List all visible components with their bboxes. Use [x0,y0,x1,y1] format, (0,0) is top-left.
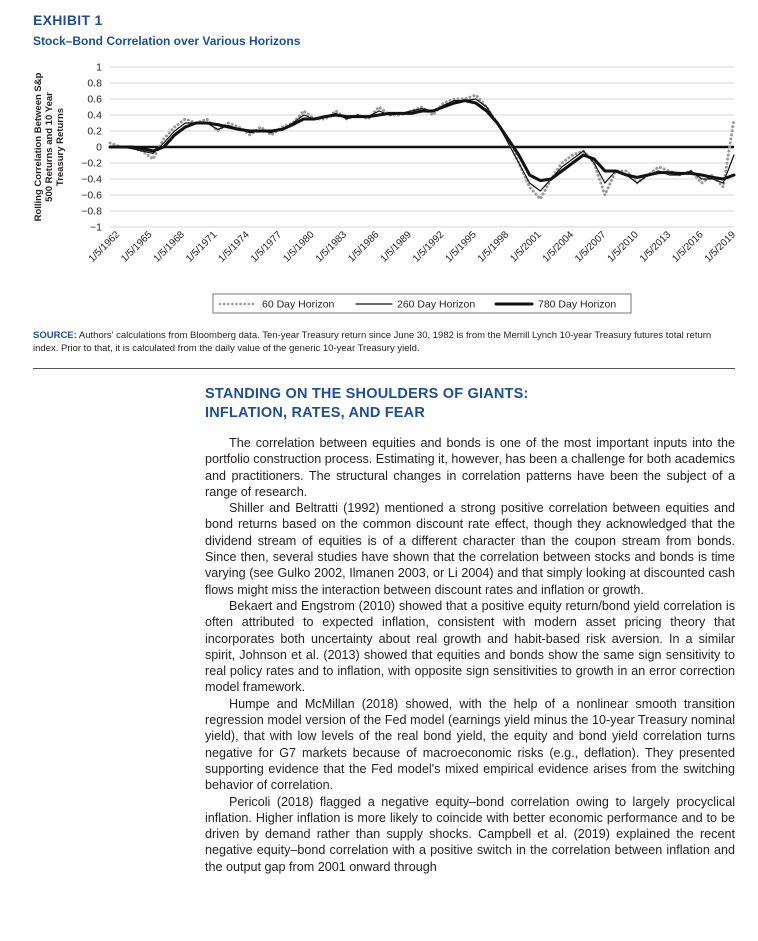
y-tick-labels: 1 0.8 0.6 0.4 0.2 0 −0.2 −0.4 −0.6 −0.8 −1 [81,62,102,234]
x-tick-label: 1/5/1974 [216,229,252,265]
y-axis-label-line: 500 Returns and 10 Year [44,92,55,202]
x-tick-label: 1/5/2007 [573,229,609,265]
series-line-780-day-horizon [108,99,736,183]
x-tick-label: 1/5/1998 [476,229,512,265]
x-tick-label: 1/5/2001 [508,229,544,265]
x-tick-label: 1/5/2016 [670,229,706,265]
grid-lines [110,66,734,228]
x-tick-label: 1/5/1995 [443,229,479,265]
y-axis-label-line: Rolling Correlation Between S&p [33,72,44,221]
x-tick-label: 1/5/2004 [541,229,577,265]
body-text: The correlation between equities and bon… [205,435,735,875]
paragraph: Pericoli (2018) flagged a negative equit… [205,794,735,874]
source-note: SOURCE: Authors' calculations from Bloom… [33,329,733,355]
chart-legend: 60 Day Horizon 260 Day Horizon 780 Day Hor… [212,293,632,314]
section-divider [33,368,735,369]
correlation-chart: Rolling Correlation Between S&p 500 Retur… [33,62,739,314]
series-lines [108,93,736,201]
x-tick-label: 1/5/1962 [87,229,123,265]
paragraph: Shiller and Beltratti (1992) mentioned a… [205,501,735,597]
series-line-60-day-horizon [108,93,736,201]
series-line-260-day-horizon [109,98,735,192]
y-tick-label: 0 [96,142,102,154]
x-tick-label: 1/5/1989 [379,229,415,265]
y-tick-label: −0.6 [81,190,102,202]
source-label: SOURCE: [33,330,77,341]
x-tick-label: 1/5/1965 [119,229,155,265]
x-tick-label: 1/5/1986 [346,229,382,265]
x-tick-label: 1/5/1983 [314,229,350,265]
paragraph: The correlation between equities and bon… [205,436,735,499]
y-tick-label: −0.8 [81,206,102,218]
exhibit-label: EXHIBIT 1 [33,12,103,28]
x-tick-label: 1/5/1992 [411,229,447,265]
paragraph: Bekaert and Engstrom (2010) showed that … [205,598,735,695]
x-tick-label: 1/5/2013 [638,229,674,265]
legend-label: 260 Day Horizon [397,299,475,311]
y-tick-label: −0.2 [81,158,102,170]
section-heading-line2: INFLATION, RATES, AND FEAR [205,405,426,421]
x-tick-label: 1/5/1971 [184,229,220,265]
x-tick-label: 1/5/1977 [249,229,285,265]
y-tick-label: 0.4 [87,110,102,122]
y-tick-label: 0.8 [87,78,102,90]
legend-label: 60 Day Horizon [262,299,335,311]
legend-box [212,293,632,314]
x-tick-label: 1/5/1968 [152,229,188,265]
y-axis-label-line: Treasury Returns [55,108,66,186]
x-tick-label: 1/5/2019 [703,229,739,265]
legend-label: 780 Day Horizon [538,299,616,311]
section-heading: STANDING ON THE SHOULDERS OF GIANTS: INF… [205,385,735,423]
x-tick-labels: 1/5/19621/5/19651/5/19681/5/19711/5/1974… [87,229,739,265]
source-text: Authors' calculations from Bloomberg dat… [33,330,712,354]
y-tick-label: −1 [90,222,102,234]
exhibit-title: Stock–Bond Correlation over Various Hori… [33,34,301,48]
section-heading-line1: STANDING ON THE SHOULDERS OF GIANTS: [205,386,529,402]
y-tick-label: 1 [96,62,102,74]
x-tick-label: 1/5/2010 [606,229,642,265]
y-axis-label: Rolling Correlation Between S&p 500 Retur… [33,72,66,221]
x-tick-label: 1/5/1980 [281,229,317,265]
y-tick-label: −0.4 [81,174,102,186]
paragraph: Humpe and McMillan (2018) showed, with t… [205,696,735,793]
y-tick-label: 0.2 [87,126,102,138]
y-tick-label: 0.6 [87,94,102,106]
